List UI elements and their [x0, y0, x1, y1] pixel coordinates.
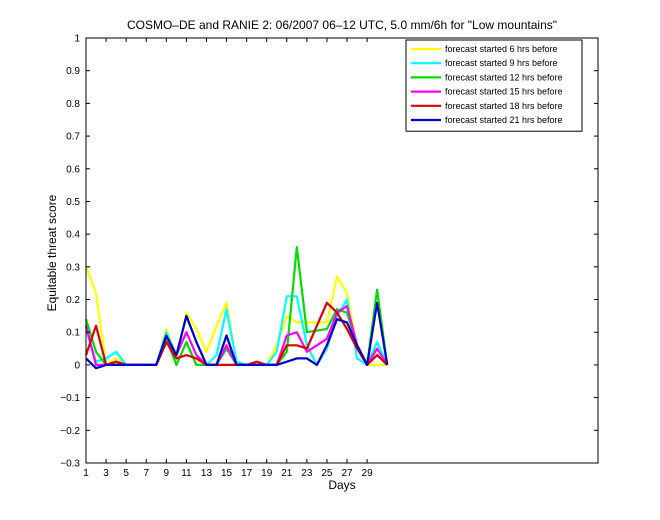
legend-entry-label: forecast started 15 hrs before [445, 87, 563, 97]
x-tick-label: 17 [241, 468, 253, 479]
y-tick-label: −0.3 [60, 459, 80, 470]
x-tick-label: 19 [261, 468, 273, 479]
x-tick-label: 7 [143, 468, 149, 479]
x-axis-label: Days [328, 478, 355, 492]
plot-frame [85, 37, 599, 464]
x-tick-label: 3 [103, 468, 109, 479]
y-tick-label: 0.7 [66, 132, 80, 143]
y-tick-label: 0.8 [66, 99, 80, 110]
x-tick-label: 15 [221, 468, 233, 479]
legend-entry-label: forecast started 9 hrs before [445, 58, 558, 68]
legend-entry-label: forecast started 21 hrs before [445, 115, 563, 125]
legend-entry-label: forecast started 18 hrs before [445, 101, 563, 111]
x-tick-label: 21 [281, 468, 293, 479]
y-tick-label: 1 [74, 34, 80, 45]
y-tick-label: 0.5 [66, 197, 80, 208]
y-tick-label: 0.1 [66, 328, 80, 339]
series-line-6 [85, 301, 389, 370]
legend: forecast started 6 hrs before forecast st… [405, 39, 583, 132]
x-tick-label: 13 [201, 468, 213, 479]
x-tick-label: 23 [301, 468, 313, 479]
x-tick-label: 9 [164, 468, 170, 479]
x-tick-label: 29 [362, 468, 374, 479]
legend-box [405, 39, 583, 132]
y-tick-label: 0.3 [66, 262, 80, 273]
y-tick-label: 0.4 [66, 230, 80, 241]
legend-entry-label: forecast started 12 hrs before [445, 72, 563, 82]
x-tick-label: 1 [83, 468, 89, 479]
y-tick-label: 0.9 [66, 66, 80, 77]
y-tick-label: −0.1 [60, 393, 80, 404]
y-tick-label: 0.2 [66, 295, 80, 306]
x-tick-label: 27 [341, 468, 353, 479]
x-tick-label: 5 [123, 468, 129, 479]
legend-entry-label: forecast started 6 hrs before [445, 44, 558, 54]
y-tick-label: 0.6 [66, 164, 80, 175]
x-tick-label: 11 [181, 468, 192, 479]
y-tick-label: −0.2 [60, 426, 80, 437]
chart-title: COSMO–DE and RANIE 2: 06/2007 06–12 UTC,… [127, 18, 557, 32]
x-tick-label: 25 [321, 468, 333, 479]
y-tick-label: 0 [74, 360, 80, 371]
y-axis-label: Equitable threat score [45, 194, 59, 311]
